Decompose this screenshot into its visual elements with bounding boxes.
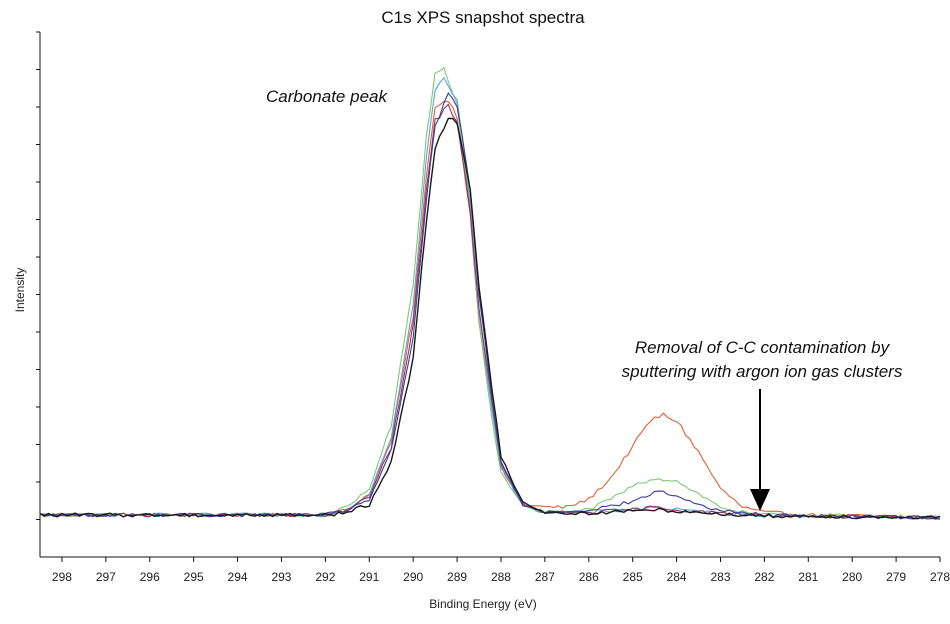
x-tick-label-280: 280 [842,570,862,584]
x-tick-label-278: 278 [930,570,950,584]
x-tick-label-290: 290 [403,570,423,584]
annotation-removal-line-1: Removal of C-C contamination by [635,338,891,357]
x-tick-label-283: 283 [710,570,730,584]
series-line-2 [39,66,941,519]
series-line-5 [39,92,941,520]
x-tick-label-294: 294 [228,570,248,584]
x-tick-label-291: 291 [359,570,379,584]
series-group [39,66,941,520]
x-tick-label-282: 282 [754,570,774,584]
series-line-1 [39,100,941,520]
x-tick-label-296: 296 [140,570,160,584]
y-axis-label: Intensity [13,268,27,313]
annotation-removal-line-2: sputtering with argon ion gas clusters [622,362,903,381]
series-line-6 [39,117,941,520]
annotation-carbonate-peak: Carbonate peak [266,87,388,106]
x-tick-label-295: 295 [184,570,204,584]
x-tick-label-293: 293 [271,570,291,584]
x-tick-label-279: 279 [886,570,906,584]
x-tick-label-297: 297 [96,570,116,584]
x-tick-label-292: 292 [315,570,335,584]
plot-area: 298 297 296 295 294 293 292 291 290 289 288 287 286 2… [36,31,950,584]
x-axis-label: Binding Energy (eV) [429,597,536,611]
x-tick-label-288: 288 [491,570,511,584]
x-tick-label-287: 287 [535,570,555,584]
y-ticks [36,31,40,520]
series-line-4 [39,103,941,520]
x-tick-label-281: 281 [798,570,818,584]
annotation-arrow-head [750,489,770,511]
x-tick-label-298: 298 [52,570,72,584]
x-ticks: 298 297 296 295 294 293 292 291 290 289 288 287 286 2… [52,557,950,584]
series-line-3 [40,76,941,520]
chart-title: C1s XPS snapshot spectra [381,8,585,27]
x-tick-label-286: 286 [579,570,599,584]
x-tick-label-289: 289 [447,570,467,584]
x-tick-label-284: 284 [667,570,687,584]
annotation-arrow [750,389,770,511]
x-tick-label-285: 285 [623,570,643,584]
